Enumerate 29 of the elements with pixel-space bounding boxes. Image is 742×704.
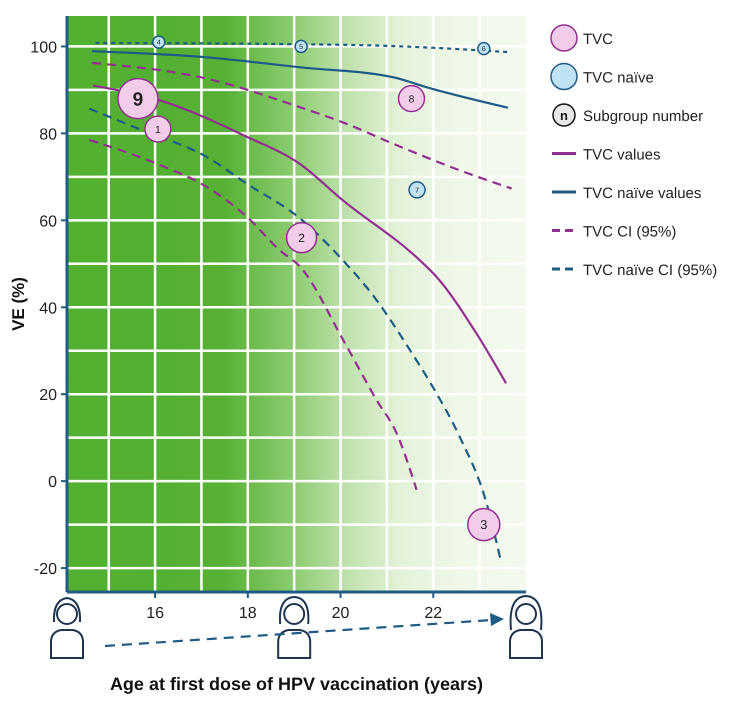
legend-label: TVC values	[583, 146, 661, 164]
legend-label: TVC naïve values	[583, 185, 702, 202]
line-series	[88, 138, 418, 491]
y-tick-label: 0	[48, 474, 58, 492]
line-series	[88, 107, 502, 560]
x-tick-label: 22	[424, 605, 442, 622]
x-axis-title: Age at first dose of HPV vaccination (years)	[110, 674, 484, 694]
text: Subgroup number	[583, 108, 704, 125]
text: n	[560, 108, 568, 123]
x-tick-label: 20	[332, 605, 350, 622]
y-tick-label: 80	[39, 126, 58, 144]
legend-label: TVC CI (95%)	[583, 224, 676, 240]
x-tick-label: 18	[238, 605, 257, 622]
annotation: 2	[298, 231, 306, 246]
y-tick-label: 60	[39, 213, 58, 230]
annotation: 8	[408, 94, 415, 106]
legend-label: TVC	[583, 31, 614, 48]
annotation: 1	[154, 124, 161, 136]
x-tick-label: 16	[146, 605, 164, 622]
annotation: 9	[132, 89, 144, 110]
legend-label: TVC naïve CI (95%)	[583, 262, 718, 279]
y-tick-label: -20	[34, 561, 58, 578]
y-axis-title: VE (%)	[9, 277, 28, 331]
legend-label: TVC naïve	[583, 70, 654, 86]
annotation: 3	[480, 517, 488, 532]
y-tick-label: 20	[39, 387, 58, 404]
line-series	[90, 50, 510, 109]
y-tick-label: 40	[39, 300, 58, 318]
y-tick-label: 100	[30, 39, 58, 56]
